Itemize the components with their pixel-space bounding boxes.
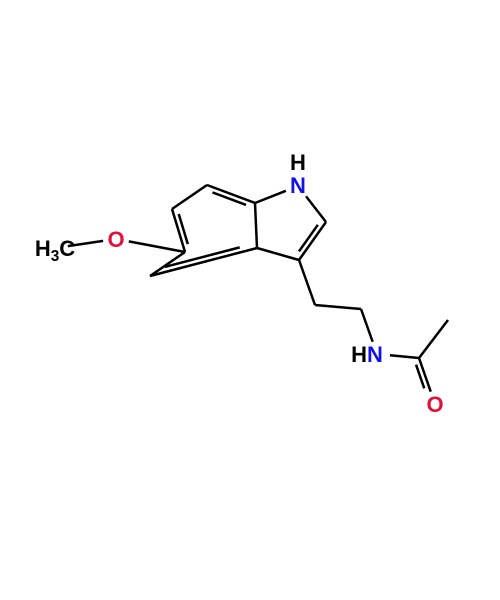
double-bond-main bbox=[299, 222, 326, 260]
single-bond bbox=[306, 196, 326, 222]
single-bond bbox=[255, 191, 286, 203]
single-bond bbox=[299, 260, 315, 305]
double-bond-main bbox=[150, 248, 257, 276]
single-bond bbox=[315, 305, 361, 309]
atom-label: N bbox=[290, 173, 306, 198]
atom-label: O bbox=[426, 392, 443, 417]
single-bond bbox=[257, 248, 299, 260]
atom-label: H bbox=[290, 150, 306, 175]
atom-label: HN bbox=[351, 342, 383, 367]
single-bond bbox=[390, 355, 419, 358]
atom-label: O bbox=[107, 227, 124, 252]
molecule-diagram: H3C O HN HN O bbox=[0, 0, 500, 600]
single-bond bbox=[419, 320, 448, 358]
single-bond bbox=[361, 309, 373, 342]
single-bond bbox=[129, 241, 185, 252]
single-bond bbox=[255, 203, 257, 248]
atom-label: H3C bbox=[35, 236, 75, 265]
single-bond bbox=[172, 185, 207, 209]
bonds-layer bbox=[68, 185, 448, 392]
atoms-layer: H3C O HN HN O bbox=[35, 150, 444, 417]
